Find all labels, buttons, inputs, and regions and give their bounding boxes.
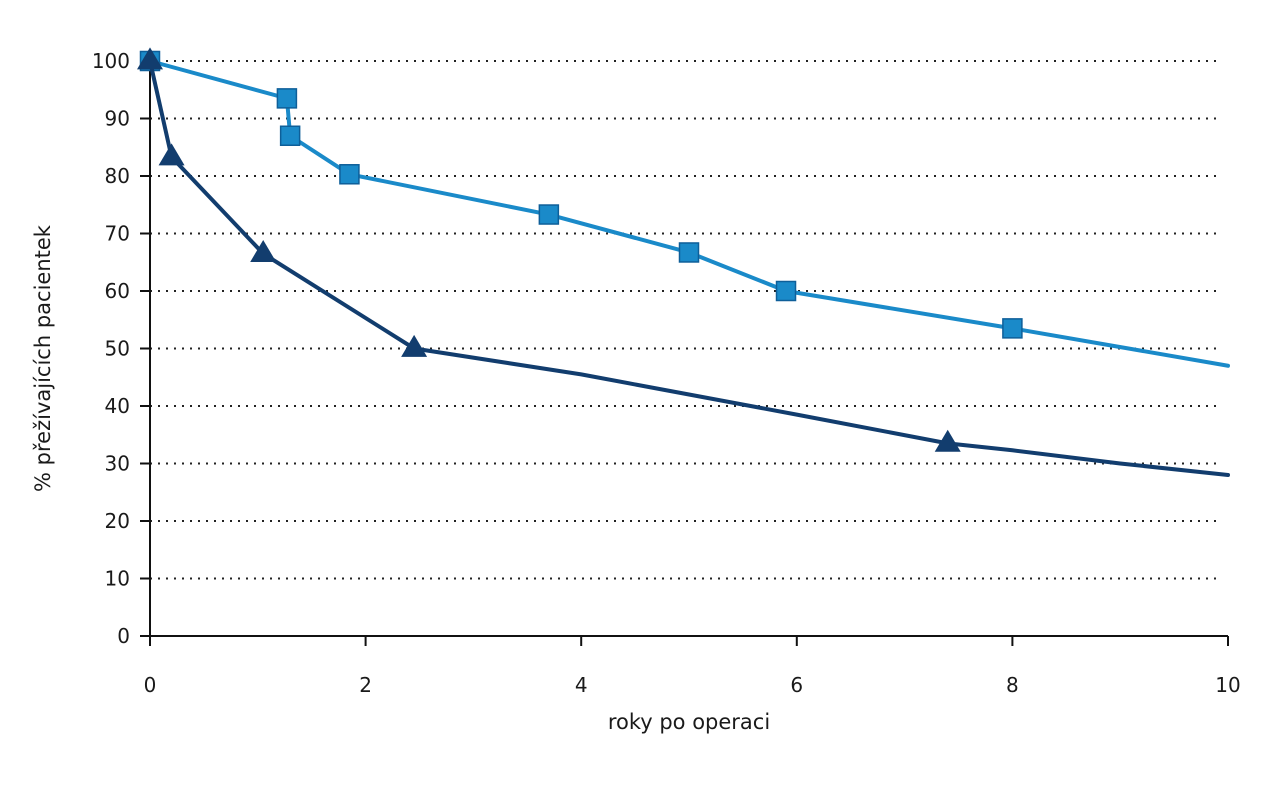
square-marker: [276, 88, 298, 109]
series-line: [148, 59, 1230, 477]
y-tick-label: 90: [105, 107, 130, 131]
x-axis-title: roky po operaci: [608, 710, 770, 734]
y-tick-label: 40: [105, 394, 130, 418]
y-tick-label: 30: [105, 452, 130, 476]
y-tick-label: 80: [105, 164, 130, 188]
series-group: [137, 47, 1230, 477]
square-marker: [775, 280, 797, 302]
triangle-marker: [137, 47, 163, 70]
square-marker: [678, 242, 700, 263]
triangle-marker: [934, 429, 961, 452]
y-axis-title: % přežívajících pacientek: [31, 224, 55, 492]
square-marker: [1002, 318, 1023, 339]
x-tick-label: 0: [144, 673, 157, 697]
y-tick-label: 70: [105, 222, 130, 246]
y-tick-label: 0: [117, 624, 130, 648]
x-tick-label: 4: [575, 673, 588, 697]
grid: [150, 60, 1222, 580]
series-2: [137, 47, 1230, 477]
x-tick-label: 6: [790, 673, 803, 697]
y-tick-label: 60: [105, 279, 130, 303]
y-tick-label: 50: [105, 337, 130, 361]
y-tick-label: 10: [105, 567, 130, 591]
triangle-marker: [250, 239, 277, 262]
x-tick-label: 8: [1006, 673, 1019, 697]
square-marker: [339, 164, 360, 185]
series-1: [139, 50, 1230, 368]
triangle-marker: [158, 143, 185, 166]
x-tick-label: 2: [359, 673, 372, 697]
square-marker: [279, 125, 301, 146]
series-line: [148, 59, 1230, 368]
axes: 0 10 20 30 40 50 60 70 80 90 100 0 2 4 6 8 10: [92, 49, 1241, 697]
square-marker: [538, 204, 560, 225]
triangle-marker: [401, 334, 428, 357]
y-tick-label: 100: [92, 49, 130, 73]
y-tick-label: 20: [105, 509, 130, 533]
x-tick-label: 10: [1215, 673, 1240, 697]
